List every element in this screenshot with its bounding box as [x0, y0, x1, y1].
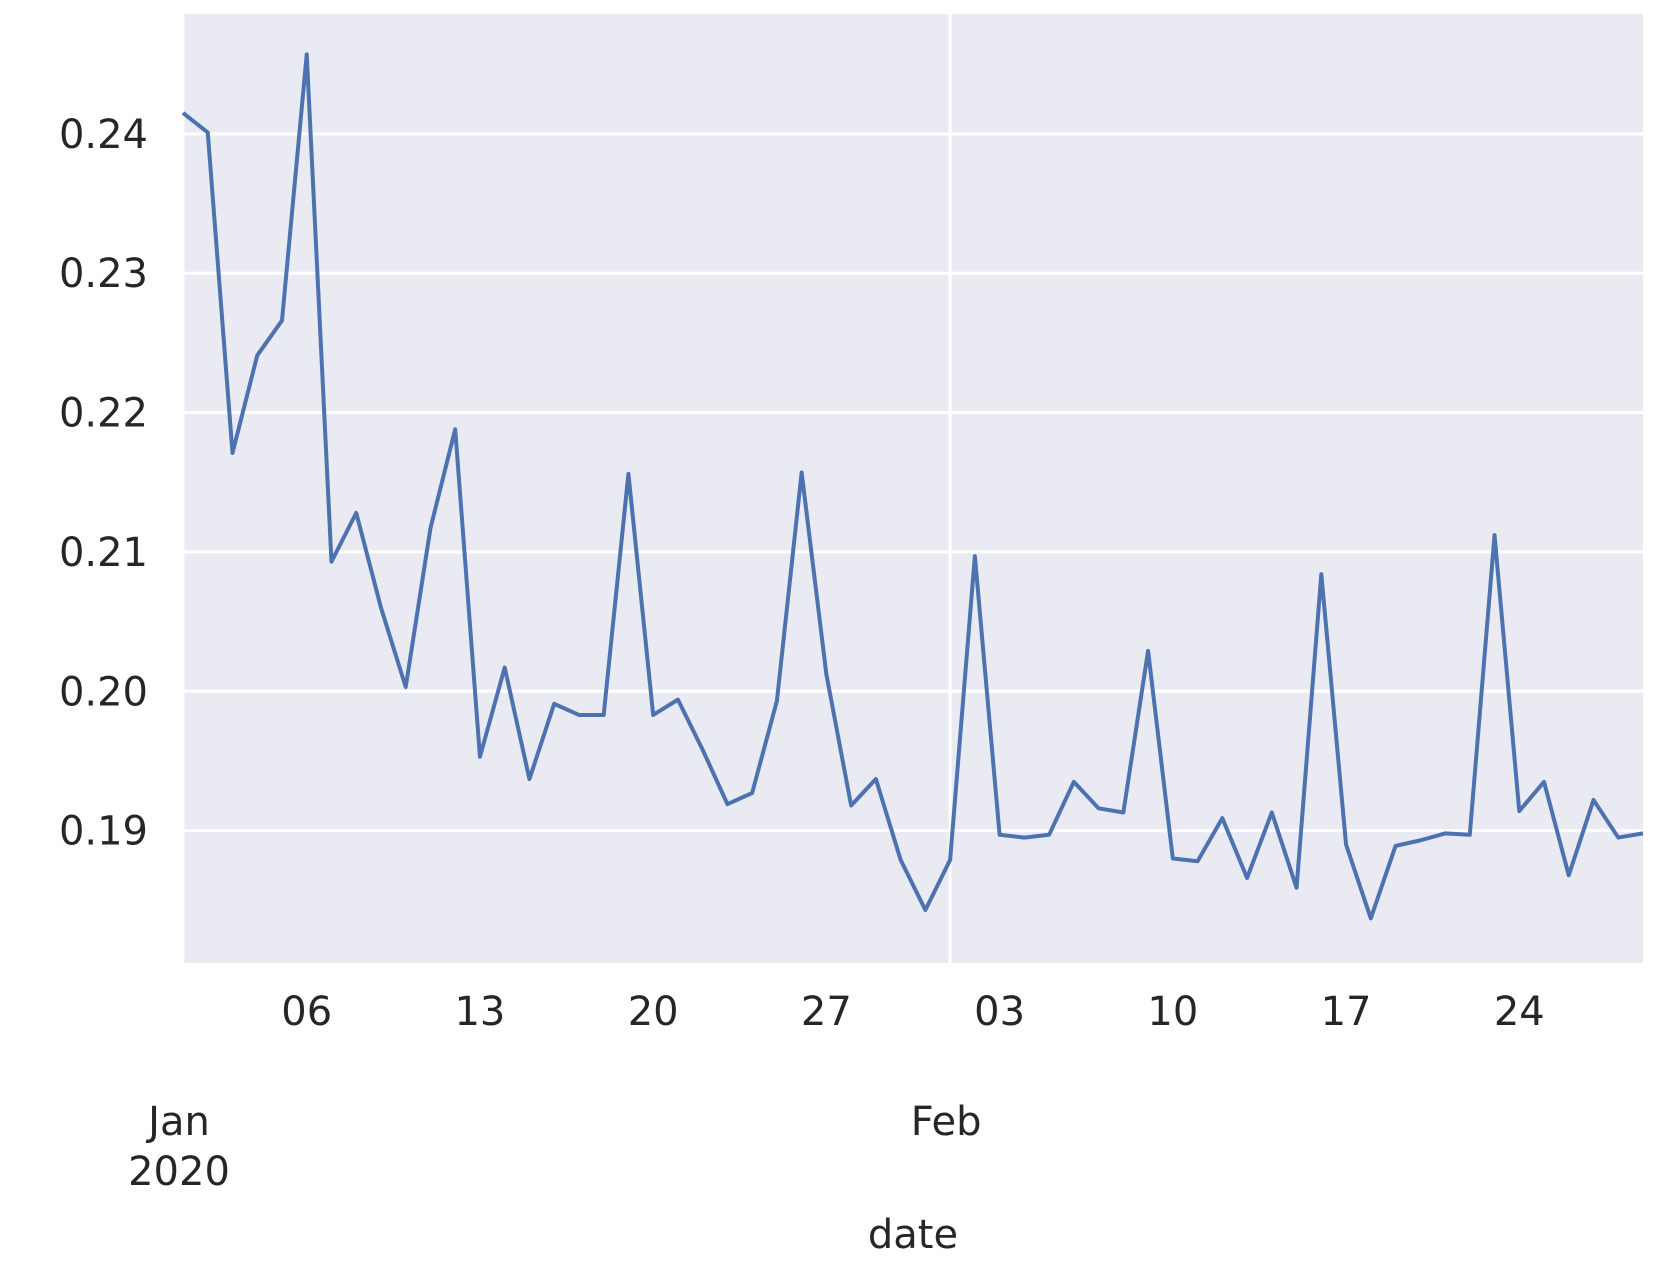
x-minor-tick-label: 20: [628, 989, 679, 1035]
y-tick-label: 0.21: [59, 530, 148, 576]
y-tick-label: 0.23: [59, 251, 148, 297]
series-line: [181, 52, 1644, 921]
y-tick-label: 0.22: [59, 391, 148, 437]
x-minor-tick-label: 06: [281, 989, 332, 1035]
x-minor-tick-label: 03: [974, 989, 1025, 1035]
x-axis-ticks: Jan 2020 Feb 06 13 20 27 03 10 17 24: [128, 989, 1545, 1195]
y-tick-label: 0.19: [59, 809, 148, 855]
x-major-tick-label: Jan 2020: [128, 1099, 230, 1195]
y-axis-ticks: 0.19 0.20 0.21 0.22 0.23 0.24: [59, 112, 148, 855]
x-minor-tick-label: 13: [454, 989, 505, 1035]
x-major-tick-label: Feb: [911, 1099, 982, 1145]
x-minor-tick-label: 10: [1147, 989, 1198, 1035]
plot-background: [183, 14, 1643, 963]
x-minor-tick-label: 24: [1494, 989, 1545, 1035]
x-axis-label: date: [868, 1212, 958, 1258]
y-tick-label: 0.24: [59, 112, 148, 158]
x-minor-tick-label: 17: [1321, 989, 1372, 1035]
y-tick-label: 0.20: [59, 669, 148, 715]
x-minor-tick-label: 27: [801, 989, 852, 1035]
x-gridlines: [181, 14, 952, 963]
